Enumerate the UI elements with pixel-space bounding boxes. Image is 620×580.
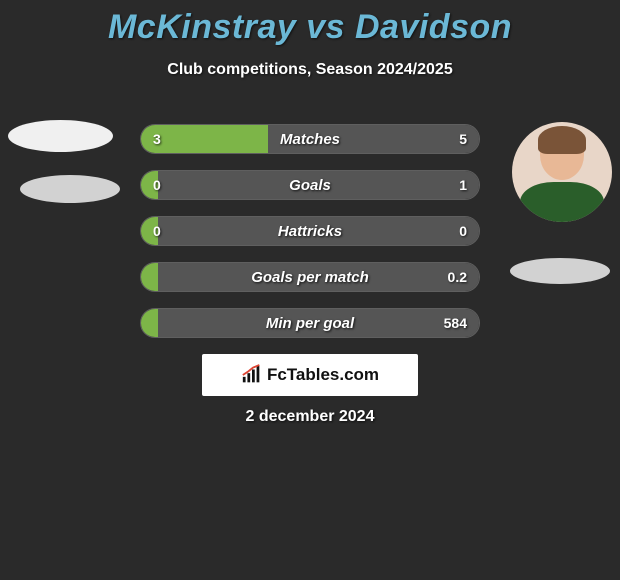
stat-left-fill bbox=[141, 309, 158, 337]
stat-left-fill bbox=[141, 263, 158, 291]
stat-bar-bg bbox=[141, 217, 479, 245]
chart-icon bbox=[241, 364, 263, 386]
player-right-avatar bbox=[512, 122, 612, 222]
stat-bar-bg bbox=[141, 263, 479, 291]
page-title: McKinstray vs Davidson bbox=[0, 0, 620, 47]
stat-row-goals-per-match: Goals per match 0.2 bbox=[140, 262, 480, 292]
stat-bar-bg bbox=[141, 309, 479, 337]
page-subtitle: Club competitions, Season 2024/2025 bbox=[0, 61, 620, 79]
stat-row-hattricks: 0 Hattricks 0 bbox=[140, 216, 480, 246]
stat-bar-bg bbox=[141, 171, 479, 199]
stat-right-value: 0 bbox=[459, 217, 467, 245]
footer-date: 2 december 2024 bbox=[0, 408, 620, 426]
stat-row-goals: 0 Goals 1 bbox=[140, 170, 480, 200]
stat-row-min-per-goal: Min per goal 584 bbox=[140, 308, 480, 338]
stat-right-value: 1 bbox=[459, 171, 467, 199]
stat-right-fill bbox=[158, 171, 479, 199]
stat-bar-bg bbox=[141, 125, 479, 153]
stat-right-fill bbox=[158, 217, 479, 245]
player-left-avatar bbox=[8, 120, 113, 152]
stat-right-value: 584 bbox=[444, 309, 467, 337]
stat-right-fill bbox=[158, 263, 479, 291]
player-right-shadow bbox=[510, 258, 610, 284]
stat-right-fill bbox=[158, 309, 479, 337]
stat-left-value: 3 bbox=[153, 125, 161, 153]
source-logo: FcTables.com bbox=[202, 354, 418, 396]
stats-panel: 3 Matches 5 0 Goals 1 0 Hattricks 0 bbox=[140, 124, 480, 354]
stat-left-value: 0 bbox=[153, 217, 161, 245]
stat-right-value: 5 bbox=[459, 125, 467, 153]
avatar-shoulders bbox=[520, 182, 604, 222]
player-left-shadow bbox=[20, 175, 120, 203]
stat-row-matches: 3 Matches 5 bbox=[140, 124, 480, 154]
source-logo-text: FcTables.com bbox=[267, 365, 379, 385]
stat-left-value: 0 bbox=[153, 171, 161, 199]
stat-right-value: 0.2 bbox=[448, 263, 467, 291]
stat-right-fill bbox=[268, 125, 479, 153]
comparison-card: McKinstray vs Davidson Club competitions… bbox=[0, 0, 620, 79]
